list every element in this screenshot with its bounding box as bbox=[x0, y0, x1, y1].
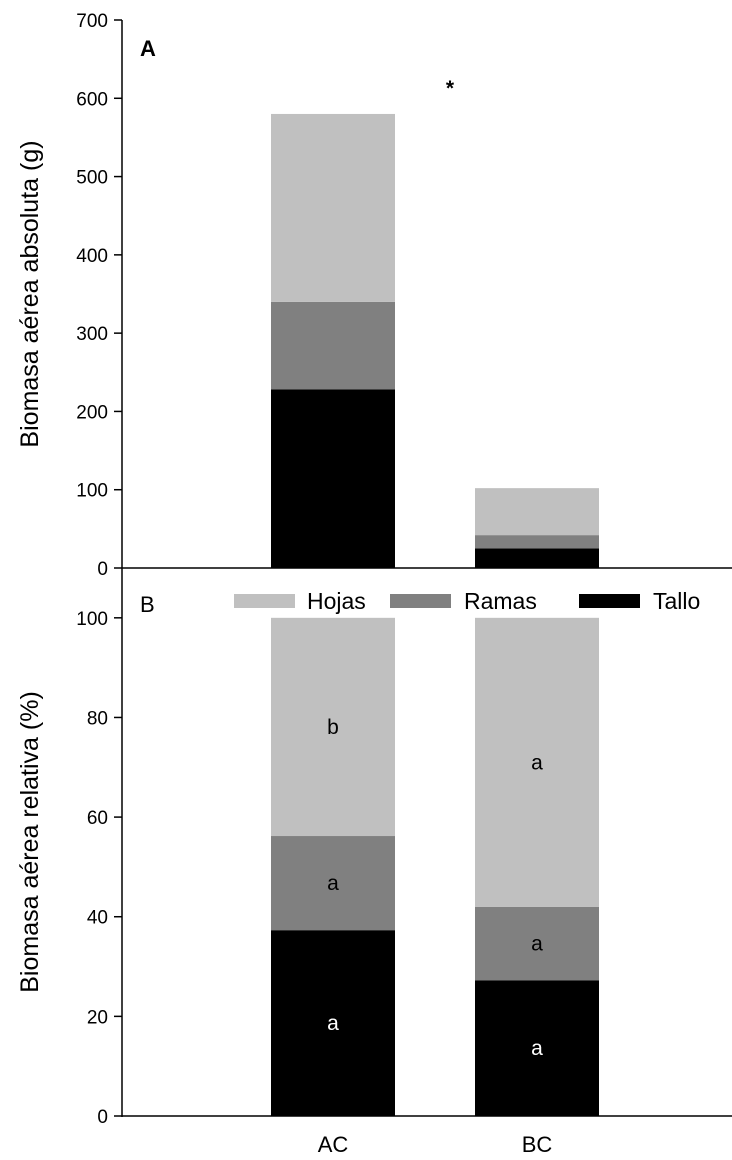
legend-label-tallo: Tallo bbox=[653, 588, 700, 614]
panel-b-y-tick-label: 80 bbox=[87, 708, 108, 729]
legend-swatch-tallo bbox=[579, 594, 640, 608]
panel-b-bar-label-bc-hojas: a bbox=[531, 751, 543, 774]
panel-b-bar-label-ac-ramas: a bbox=[327, 872, 339, 895]
panel-a-y-tick-label: 400 bbox=[76, 246, 108, 267]
panel-b-bar-ac-hojas bbox=[271, 617, 395, 837]
panel-b-y-tick-label: 100 bbox=[76, 609, 108, 630]
legend-label-ramas: Ramas bbox=[464, 588, 537, 614]
panel-a: 0 100 200 300 400 500 600 700 A * Biomasa aérea… bbox=[16, 11, 599, 580]
panel-b-bar-label-bc-tallo: a bbox=[531, 1037, 543, 1060]
legend: Hojas Ramas Tallo bbox=[234, 588, 700, 614]
legend-swatch-hojas bbox=[234, 594, 295, 608]
panel-b: a a b a a a 0 20 40 60 80 100 AC BC B Biomasa aérea… bbox=[16, 568, 732, 1157]
panel-a-y-tick-label: 500 bbox=[76, 168, 108, 189]
panel-b-y-axis-title: Biomasa aérea relativa (%) bbox=[16, 691, 44, 993]
panel-b-bars: a a b a a a bbox=[271, 617, 599, 1116]
x-tick-label-ac: AC bbox=[318, 1132, 349, 1157]
panel-b-bar-bc-hojas bbox=[475, 617, 599, 907]
panel-a-bar-bc-ramas bbox=[475, 535, 599, 549]
panel-a-bars bbox=[271, 113, 599, 568]
panel-b-bar-bc-ramas bbox=[475, 906, 599, 981]
panel-a-y-tick-label: 100 bbox=[76, 481, 108, 502]
panel-a-bar-ac-hojas bbox=[271, 113, 395, 302]
panel-b-y-tick-label: 0 bbox=[97, 1107, 108, 1128]
panel-b-bar-label-bc-ramas: a bbox=[531, 933, 543, 956]
panel-b-bar-ac-ramas bbox=[271, 836, 395, 931]
x-tick-label-bc: BC bbox=[522, 1132, 553, 1157]
panel-b-bar-ac-tallo bbox=[271, 930, 395, 1116]
panel-b-y-tick-label: 40 bbox=[87, 908, 108, 929]
x-tick-labels: AC BC bbox=[318, 1132, 553, 1157]
significance-star: * bbox=[446, 77, 455, 100]
panel-a-y-axis-title: Biomasa aérea absoluta (g) bbox=[16, 140, 44, 447]
panel-a-bar-ac-ramas bbox=[271, 301, 395, 390]
panel-a-bar-bc-tallo bbox=[475, 548, 599, 568]
panel-b-label: B bbox=[140, 592, 155, 617]
panel-a-y-tick-label: 200 bbox=[76, 402, 108, 423]
panel-a-y-ticks: 0 100 200 300 400 500 600 700 bbox=[76, 11, 122, 580]
panel-b-y-ticks: 0 20 40 60 80 100 bbox=[76, 609, 122, 1128]
panel-b-bar-label-ac-hojas: b bbox=[327, 716, 339, 739]
panel-a-y-tick-label: 300 bbox=[76, 324, 108, 345]
panel-a-label: A bbox=[140, 36, 156, 61]
legend-label-hojas: Hojas bbox=[307, 588, 366, 614]
panel-b-bar-bc-tallo bbox=[475, 980, 599, 1116]
panel-b-y-tick-label: 60 bbox=[87, 808, 108, 829]
panel-b-bar-label-ac-tallo: a bbox=[327, 1012, 339, 1035]
panel-a-bar-bc-hojas bbox=[475, 488, 599, 536]
panel-a-y-tick-label: 600 bbox=[76, 89, 108, 110]
legend-swatch-ramas bbox=[390, 594, 451, 608]
panel-b-y-tick-label: 20 bbox=[87, 1007, 108, 1028]
panel-a-y-tick-label: 700 bbox=[76, 11, 108, 32]
panel-a-bar-ac-tallo bbox=[271, 389, 395, 568]
panel-a-y-tick-label: 0 bbox=[97, 559, 108, 580]
